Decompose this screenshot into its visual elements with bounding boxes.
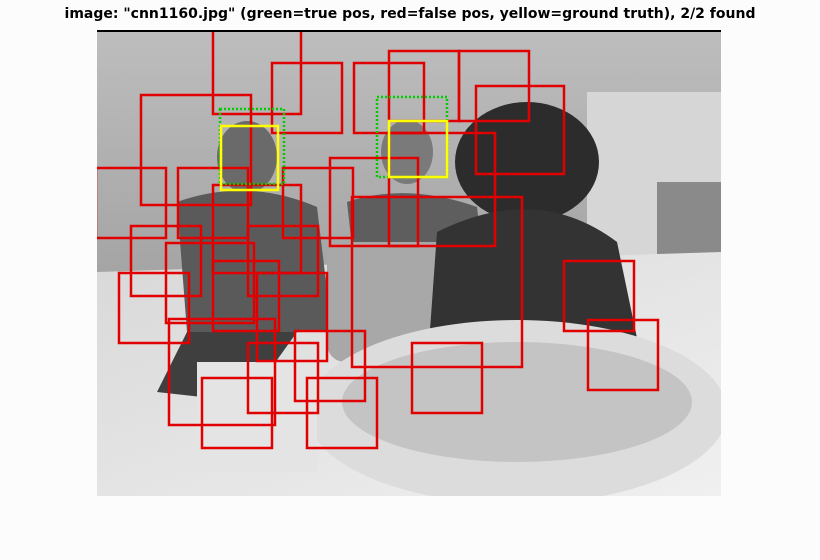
false-pos-box xyxy=(117,271,191,345)
false-pos-box xyxy=(410,341,484,415)
false-pos-box xyxy=(562,259,636,333)
true-pos-box xyxy=(375,95,449,179)
false-pos-box xyxy=(474,84,566,176)
false-pos-box xyxy=(167,317,277,427)
false-pos-box xyxy=(586,318,660,392)
false-pos-box xyxy=(293,329,367,403)
false-pos-box xyxy=(164,241,256,325)
ground-truth-box xyxy=(387,119,449,179)
false-pos-box xyxy=(139,93,253,207)
false-pos-box xyxy=(211,259,281,333)
false-pos-box xyxy=(270,61,344,135)
false-pos-box xyxy=(211,32,303,116)
false-pos-box xyxy=(305,376,379,450)
false-pos-box xyxy=(255,271,329,363)
image-top-border xyxy=(97,30,721,32)
false-pos-box xyxy=(200,376,274,450)
false-pos-box xyxy=(328,156,420,248)
detection-overlay xyxy=(97,32,660,450)
false-pos-box xyxy=(387,131,497,248)
figure-title: image: "cnn1160.jpg" (green=true pos, re… xyxy=(64,6,756,22)
ground-truth-box xyxy=(219,124,280,192)
false-pos-box xyxy=(350,195,524,369)
